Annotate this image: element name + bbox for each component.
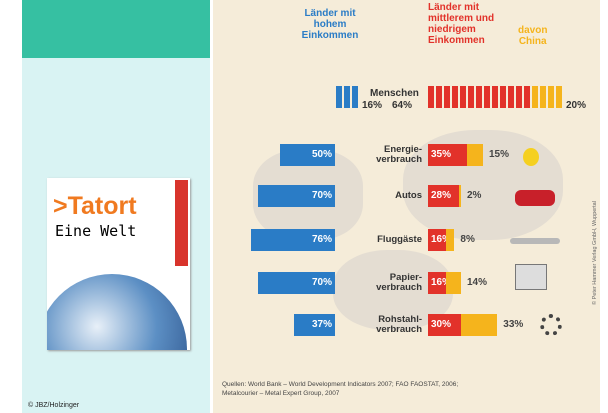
value-label: 70% (311, 277, 332, 288)
person-icon (540, 86, 546, 108)
person-icon (476, 86, 482, 108)
person-icon (548, 86, 554, 108)
person-icon (452, 86, 458, 108)
value-label: 14% (467, 277, 488, 288)
bar-mid (428, 229, 446, 251)
infographic (213, 0, 600, 413)
person-icon (484, 86, 490, 108)
value-label: 37% (311, 319, 332, 330)
category-label: Fluggäste (377, 234, 422, 245)
bar-high (294, 314, 335, 336)
bar-high (251, 229, 335, 251)
category-label: Energie- verbrauch (376, 144, 422, 165)
person-icon (344, 86, 350, 108)
value-label: 50% (311, 149, 332, 160)
value-label: 76% (311, 234, 332, 245)
value-label: 16% (431, 277, 452, 288)
credit-vertical: © Peter Hammer Verlag GmbH, Wuppertal (592, 201, 598, 305)
header-block (22, 0, 210, 58)
value-label: 16% (431, 234, 452, 245)
people-group (428, 86, 532, 108)
book-cover: >Tatort Eine Welt (47, 178, 190, 350)
people-value: 20% (566, 100, 587, 111)
person-icon (516, 86, 522, 108)
people-value: 64% (392, 100, 413, 111)
book-subtitle: Eine Welt (55, 222, 137, 240)
bar-high (280, 144, 335, 166)
gear-icon (540, 314, 562, 336)
bar-china (466, 144, 483, 166)
category-label: Papier- verbrauch (376, 272, 422, 293)
person-icon (352, 86, 358, 108)
person-icon (492, 86, 498, 108)
value-label: 15% (489, 149, 510, 160)
value-label: 33% (503, 319, 524, 330)
legend-high: Länder mit hohem Einkommen (301, 8, 359, 41)
source: Quellen: World Bank – World Development … (222, 381, 459, 397)
value-label: 8% (460, 234, 475, 245)
bar-mid (428, 185, 459, 207)
book-title: >Tatort (53, 192, 137, 220)
person-icon (500, 86, 506, 108)
legend-china: davon China (518, 25, 548, 47)
category-label: Rohstahl- verbrauch (376, 314, 422, 335)
category-label: Autos (395, 190, 422, 201)
person-icon (556, 86, 562, 108)
bar-china (461, 314, 498, 336)
person-icon (428, 86, 434, 108)
value-label: 28% (431, 190, 452, 201)
map-shape (403, 130, 563, 240)
bar-mid (428, 144, 467, 166)
person-icon (436, 86, 442, 108)
bar-high (258, 185, 335, 207)
people-label: Menschen (370, 88, 419, 99)
bar-china (458, 185, 461, 207)
people-group (532, 86, 564, 108)
person-icon (460, 86, 466, 108)
person-icon (336, 86, 342, 108)
bulb-icon (523, 148, 539, 166)
person-icon (524, 86, 530, 108)
value-label: 35% (431, 149, 452, 160)
bar-china (445, 272, 461, 294)
paper-icon (515, 264, 547, 290)
value-label: 30% (431, 319, 452, 330)
people-group (336, 86, 360, 108)
value-label: 2% (467, 190, 482, 201)
person-icon (508, 86, 514, 108)
person-icon (444, 86, 450, 108)
bar-mid (428, 272, 446, 294)
cover-strip (175, 180, 188, 266)
car-icon (515, 190, 555, 206)
people-value: 16% (362, 100, 383, 111)
value-label: 70% (311, 190, 332, 201)
person-icon (532, 86, 538, 108)
person-icon (468, 86, 474, 108)
credit: © JBZ/Holzinger (28, 402, 80, 409)
legend-mid: Länder mit mittlerem und niedrigem Einko… (428, 2, 495, 46)
bar-mid (428, 314, 461, 336)
bar-high (258, 272, 335, 294)
earth (47, 274, 187, 350)
plane-icon (510, 238, 560, 244)
bar-china (445, 229, 455, 251)
